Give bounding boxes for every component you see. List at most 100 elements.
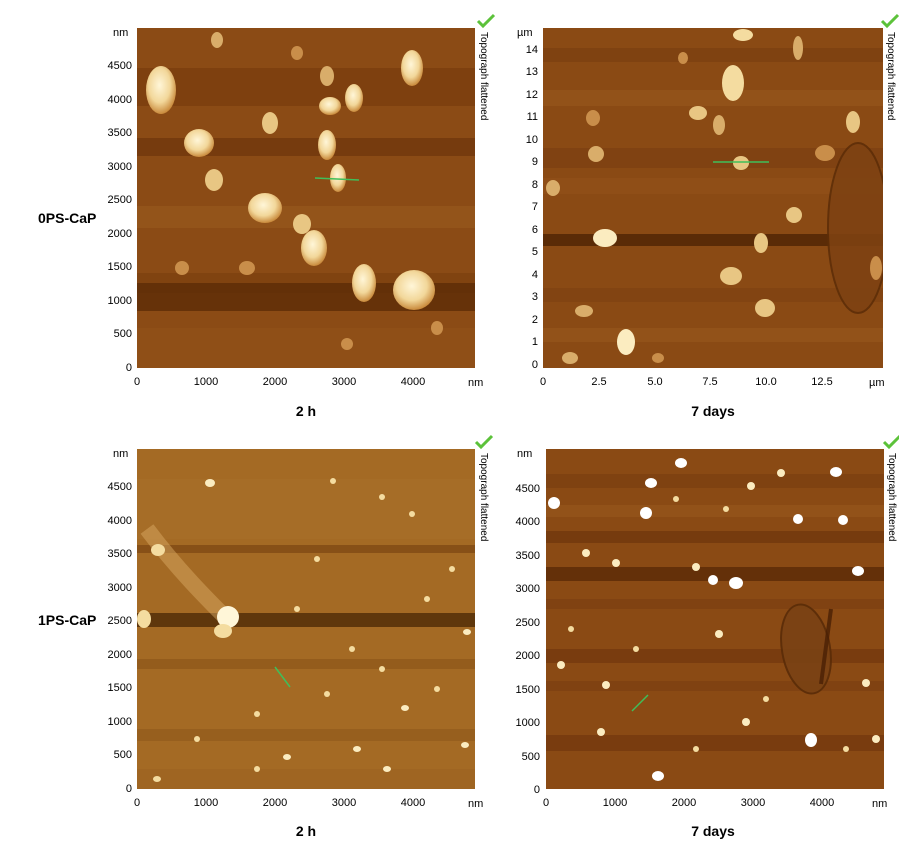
y-tick-label: 4500: [107, 60, 132, 72]
x-axis-unit: nm: [468, 377, 484, 389]
x-tick-label: 1000: [193, 376, 219, 388]
afm-image: [546, 449, 884, 789]
particle: [434, 686, 440, 692]
particle: [349, 646, 355, 652]
particle: [723, 506, 729, 512]
profile-line-marker: [314, 177, 360, 181]
x-tick-label: 2000: [262, 376, 288, 388]
particle: [689, 106, 707, 120]
particle: [612, 559, 620, 567]
checkmark-icon: [880, 13, 899, 29]
y-tick-label: 3000: [107, 161, 132, 173]
particle: [291, 46, 303, 60]
y-tick-label: 3000: [107, 582, 132, 594]
particle: [424, 596, 430, 602]
x-tick-label: 3000: [331, 797, 357, 809]
x-tick-label: 0: [539, 376, 547, 388]
y-tick-label: 1500: [515, 684, 540, 696]
particle: [793, 514, 803, 524]
particle: [239, 261, 255, 275]
afm-image: [137, 449, 475, 789]
y-tick-label: 4000: [515, 516, 540, 528]
x-tick-label: 2000: [262, 797, 288, 809]
checkmark-icon: [476, 13, 496, 29]
particle: [379, 666, 385, 672]
particle: [352, 264, 376, 302]
particle: [262, 112, 278, 134]
y-tick-label: 1000: [107, 716, 132, 728]
particle: [330, 164, 346, 192]
particle: [146, 66, 176, 114]
y-axis-unit: nm: [113, 27, 129, 39]
particle: [137, 610, 151, 628]
particle: [548, 497, 560, 509]
panel-caption: 2 h: [295, 823, 317, 839]
particle: [283, 754, 291, 760]
particle: [546, 180, 560, 196]
x-tick-label: 4000: [400, 797, 426, 809]
particle: [153, 776, 161, 782]
particle: [862, 679, 870, 687]
checkmark-icon: [474, 434, 494, 450]
particle: [713, 115, 725, 135]
particle: [763, 696, 769, 702]
particle: [379, 494, 385, 500]
y-tick-label: 2000: [515, 650, 540, 662]
particle: [843, 746, 849, 752]
side-label: Topograph flattened: [885, 32, 896, 121]
row-label-1ps-cap: 1PS-CaP: [38, 612, 97, 628]
particle: [755, 299, 775, 317]
particle: [805, 733, 817, 747]
y-tick-label: 0: [531, 359, 538, 371]
particle: [301, 230, 327, 266]
particle: [217, 606, 239, 628]
y-tick-label: 1500: [107, 261, 132, 273]
x-tick-label: 0: [133, 376, 141, 388]
x-tick-label: 10.0: [755, 376, 777, 388]
particle: [330, 478, 336, 484]
panel-caption: 7 days: [691, 403, 735, 419]
particle: [205, 169, 223, 191]
surface-depression: [780, 603, 832, 695]
x-tick-label: 2.5: [591, 376, 607, 388]
y-tick-label: 5: [531, 246, 538, 258]
particle: [318, 130, 336, 160]
y-tick-label: 500: [113, 749, 132, 761]
y-tick-label: 3000: [515, 583, 540, 595]
particle: [449, 566, 455, 572]
particle: [211, 32, 223, 48]
particle: [151, 544, 165, 556]
y-tick-label: 4500: [515, 483, 540, 495]
y-tick-label: 500: [521, 751, 540, 763]
particle: [693, 746, 699, 752]
particle: [720, 267, 742, 285]
afm-topography-image: [546, 449, 884, 789]
y-tick-label: 3500: [515, 550, 540, 562]
y-tick-label: 2: [531, 314, 538, 326]
particle: [815, 145, 835, 161]
y-tick-label: 2000: [107, 649, 132, 661]
x-tick-label: 0: [542, 797, 550, 809]
particle: [353, 746, 361, 752]
surface-depression: [827, 142, 883, 314]
profile-line-marker: [631, 694, 649, 712]
particle: [341, 338, 353, 350]
checkmark-icon: [882, 434, 899, 450]
particle: [846, 111, 860, 133]
x-axis-unit: nm: [872, 798, 888, 810]
particle: [320, 66, 334, 86]
panel-caption: 7 days: [691, 823, 735, 839]
afm-image: [543, 28, 883, 368]
y-tick-label: 12: [525, 89, 538, 101]
y-tick-label: 2500: [107, 194, 132, 206]
x-tick-label: 5.0: [647, 376, 663, 388]
side-label: Topograph flattened: [886, 453, 897, 542]
particle: [393, 270, 435, 310]
x-tick-label: 3000: [331, 376, 357, 388]
particle: [675, 458, 687, 468]
y-tick-label: 11: [526, 111, 538, 123]
particle: [777, 469, 785, 477]
particle: [248, 193, 282, 223]
particle: [184, 129, 214, 157]
particle: [786, 207, 802, 223]
